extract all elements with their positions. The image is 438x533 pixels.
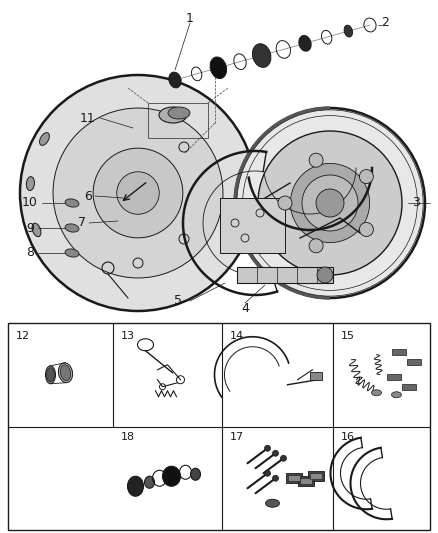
Ellipse shape: [60, 365, 71, 381]
Bar: [8, 323, 430, 530]
Ellipse shape: [191, 469, 201, 480]
Circle shape: [360, 222, 374, 237]
Text: 18: 18: [121, 432, 135, 441]
Bar: [406, 359, 420, 365]
Ellipse shape: [39, 133, 49, 146]
Ellipse shape: [252, 44, 271, 67]
Bar: [392, 349, 406, 355]
Ellipse shape: [65, 249, 79, 257]
Circle shape: [258, 131, 402, 275]
Text: 13: 13: [121, 331, 135, 341]
Bar: [402, 384, 416, 390]
Circle shape: [302, 175, 358, 231]
Bar: [300, 478, 311, 484]
Text: 1: 1: [186, 12, 194, 25]
Circle shape: [235, 108, 425, 298]
Circle shape: [265, 470, 271, 477]
Bar: [307, 471, 324, 481]
Ellipse shape: [46, 368, 54, 382]
Ellipse shape: [58, 363, 73, 383]
Ellipse shape: [46, 366, 56, 384]
Ellipse shape: [32, 223, 41, 237]
Ellipse shape: [162, 466, 180, 486]
Bar: [297, 477, 314, 486]
Bar: [220, 198, 285, 253]
Circle shape: [317, 267, 333, 283]
Circle shape: [309, 239, 323, 253]
Circle shape: [278, 196, 292, 210]
Circle shape: [20, 75, 256, 311]
Circle shape: [360, 169, 374, 183]
Text: 5: 5: [174, 295, 182, 308]
Circle shape: [309, 153, 323, 167]
Ellipse shape: [127, 477, 144, 496]
Ellipse shape: [392, 392, 402, 398]
Circle shape: [280, 455, 286, 461]
Ellipse shape: [344, 25, 353, 37]
Circle shape: [93, 148, 183, 238]
Bar: [286, 473, 301, 483]
Text: 2: 2: [381, 17, 389, 29]
Ellipse shape: [371, 390, 381, 395]
Text: 4: 4: [241, 302, 249, 314]
Text: 10: 10: [22, 197, 38, 209]
Text: 15: 15: [341, 331, 355, 341]
Bar: [237, 267, 333, 283]
Bar: [386, 374, 400, 379]
Text: 16: 16: [341, 432, 355, 441]
Bar: [148, 103, 208, 138]
Ellipse shape: [145, 477, 155, 488]
Text: 6: 6: [84, 190, 92, 203]
Text: 17: 17: [230, 432, 244, 441]
Ellipse shape: [299, 36, 311, 51]
Text: 8: 8: [26, 246, 34, 260]
Text: 3: 3: [412, 197, 420, 209]
Circle shape: [316, 189, 344, 217]
Circle shape: [290, 164, 370, 243]
Bar: [310, 372, 321, 379]
Circle shape: [272, 450, 279, 456]
Ellipse shape: [168, 107, 190, 119]
Ellipse shape: [26, 176, 35, 191]
Text: 7: 7: [78, 216, 86, 230]
Text: 9: 9: [26, 222, 34, 235]
Ellipse shape: [169, 72, 181, 88]
Bar: [310, 473, 321, 479]
Circle shape: [117, 172, 159, 214]
Bar: [287, 475, 300, 481]
Text: 12: 12: [16, 331, 30, 341]
Text: 11: 11: [80, 111, 96, 125]
Circle shape: [53, 108, 223, 278]
Ellipse shape: [159, 107, 187, 123]
Ellipse shape: [265, 499, 279, 507]
Circle shape: [272, 475, 279, 481]
Ellipse shape: [65, 224, 79, 232]
Text: 14: 14: [230, 331, 244, 341]
Ellipse shape: [210, 57, 226, 78]
Circle shape: [265, 445, 271, 451]
Ellipse shape: [65, 199, 79, 207]
